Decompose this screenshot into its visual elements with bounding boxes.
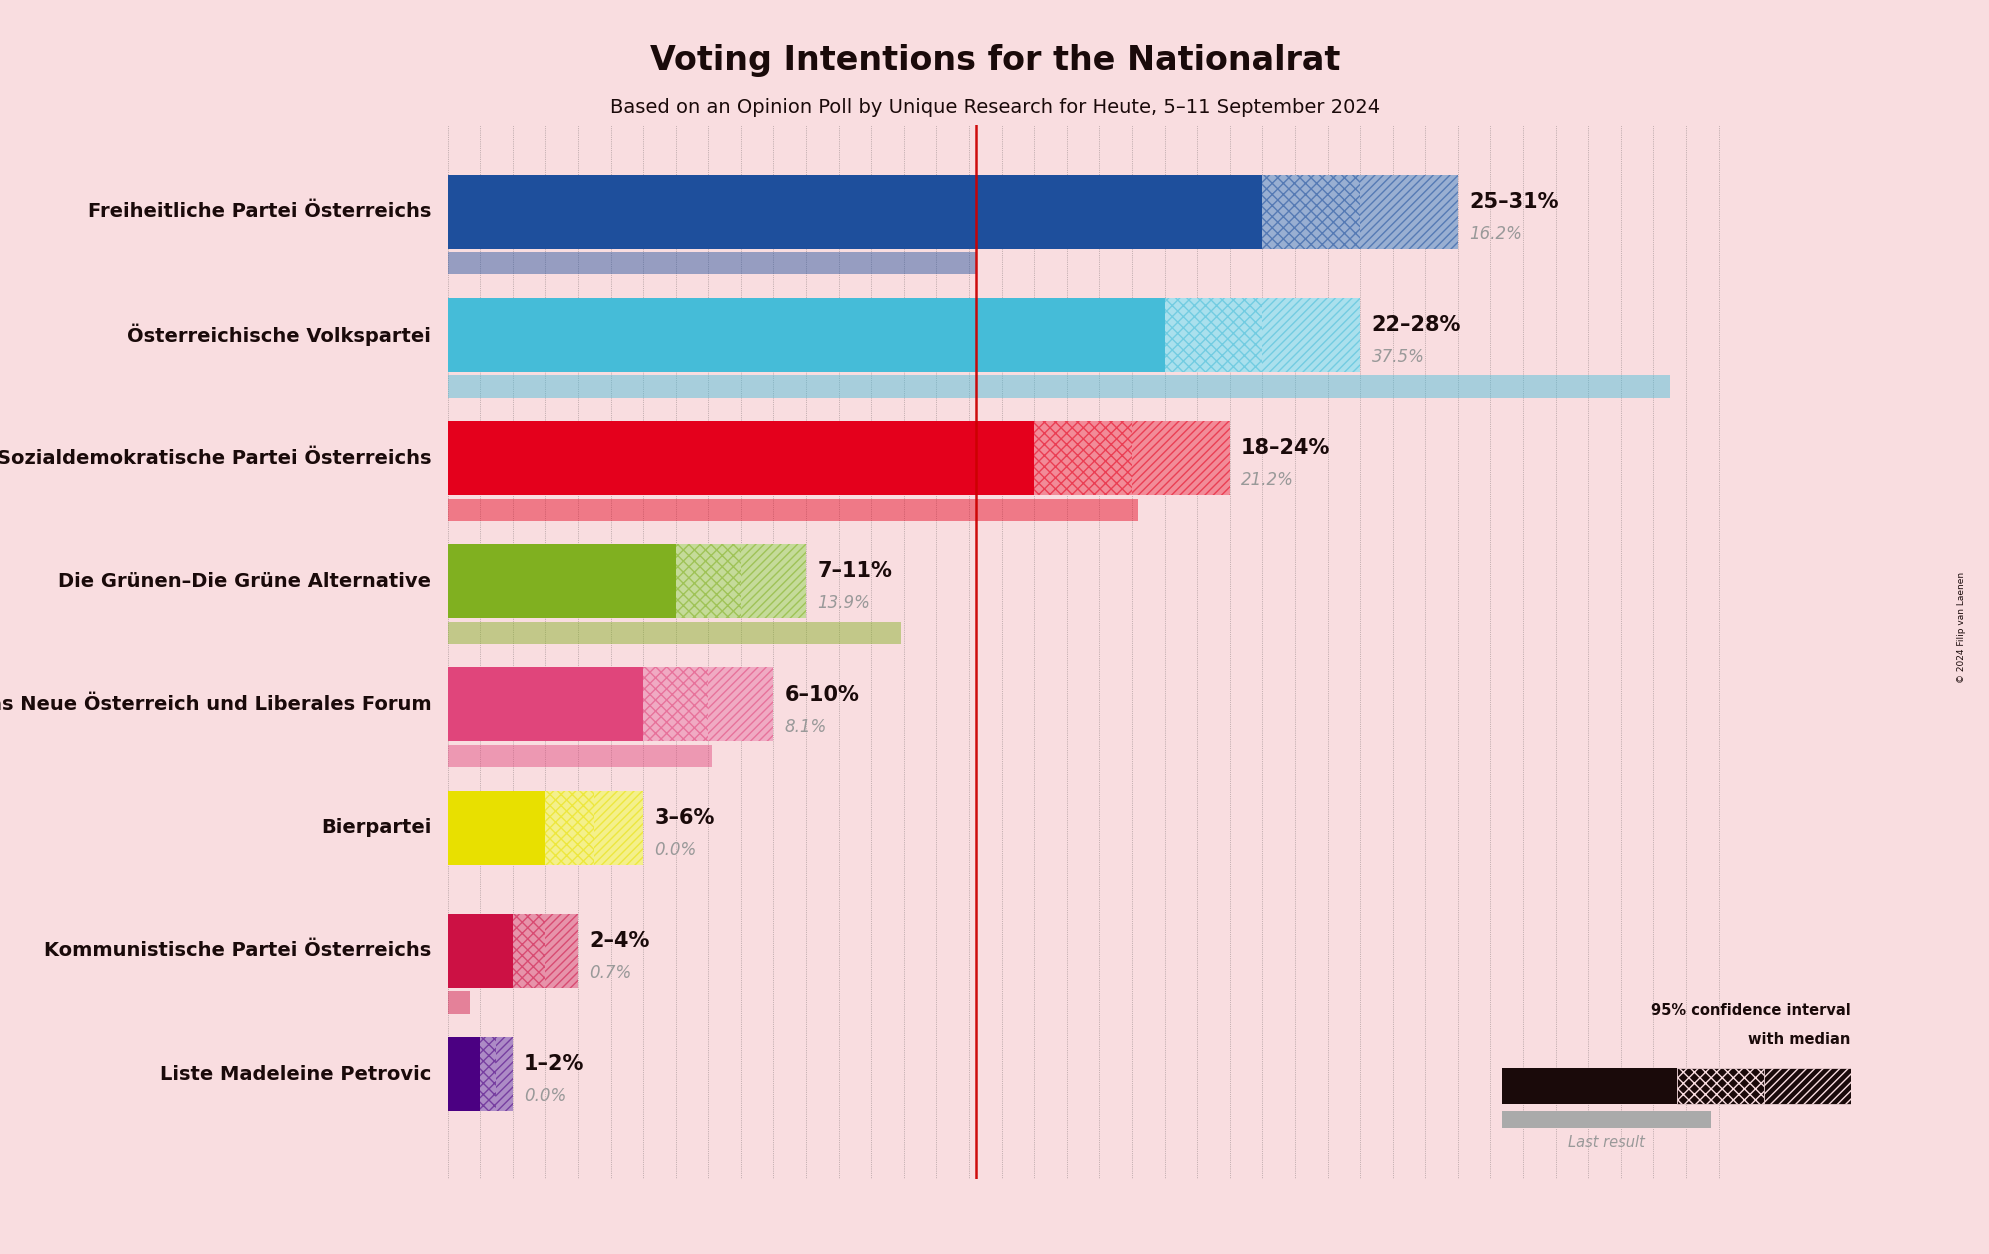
Text: 0.7%: 0.7% <box>589 964 631 982</box>
Text: 95% confidence interval: 95% confidence interval <box>1651 1003 1850 1018</box>
Text: 0.0%: 0.0% <box>523 1087 567 1105</box>
Text: 0.0%: 0.0% <box>654 841 696 859</box>
Bar <box>1502 1111 1711 1129</box>
Bar <box>448 252 975 275</box>
Bar <box>676 544 740 618</box>
Bar <box>448 375 1669 398</box>
Bar <box>1358 174 1458 248</box>
Text: Österreichische Volkspartei: Österreichische Volkspartei <box>127 324 432 346</box>
Bar <box>1132 421 1229 495</box>
Bar <box>448 298 1358 371</box>
Text: 18–24%: 18–24% <box>1241 438 1331 458</box>
Bar <box>448 667 774 741</box>
Bar <box>479 1037 495 1111</box>
Text: 7–11%: 7–11% <box>817 562 891 582</box>
Text: 16.2%: 16.2% <box>1468 224 1522 243</box>
Bar <box>448 544 806 618</box>
FancyBboxPatch shape <box>1762 1068 1850 1104</box>
Bar <box>448 499 1138 520</box>
Text: 21.2%: 21.2% <box>1241 472 1293 489</box>
Text: 8.1%: 8.1% <box>784 717 827 736</box>
Text: Die Grünen–Die Grüne Alternative: Die Grünen–Die Grüne Alternative <box>58 572 432 591</box>
Text: Last result: Last result <box>1567 1135 1645 1150</box>
Text: Liste Madeleine Petrovic: Liste Madeleine Petrovic <box>159 1065 432 1083</box>
Bar <box>1164 298 1261 371</box>
Bar <box>448 421 1229 495</box>
Bar <box>448 745 712 767</box>
Bar <box>1502 1068 1675 1104</box>
Bar <box>448 174 1458 248</box>
Text: Kommunistische Partei Österreichs: Kommunistische Partei Österreichs <box>44 942 432 961</box>
Text: 13.9%: 13.9% <box>817 594 869 612</box>
Bar <box>1034 421 1132 495</box>
Bar <box>708 667 774 741</box>
Bar <box>545 791 595 864</box>
Bar <box>740 544 806 618</box>
Text: Based on an Opinion Poll by Unique Research for Heute, 5–11 September 2024: Based on an Opinion Poll by Unique Resea… <box>611 98 1378 117</box>
Bar <box>448 791 642 864</box>
Bar <box>495 1037 513 1111</box>
Text: © 2024 Filip van Laenen: © 2024 Filip van Laenen <box>1955 572 1965 682</box>
Bar <box>1261 298 1358 371</box>
Text: Freiheitliche Partei Österreichs: Freiheitliche Partei Österreichs <box>88 202 432 221</box>
Text: 6–10%: 6–10% <box>784 685 859 705</box>
Bar <box>595 791 642 864</box>
Bar <box>448 914 577 988</box>
Bar <box>513 914 545 988</box>
FancyBboxPatch shape <box>1675 1068 1762 1104</box>
Text: with median: with median <box>1748 1032 1850 1047</box>
Bar <box>448 992 469 1013</box>
Text: Voting Intentions for the Nationalrat: Voting Intentions for the Nationalrat <box>650 44 1339 76</box>
Text: 25–31%: 25–31% <box>1468 192 1557 212</box>
Text: Sozialdemokratische Partei Österreichs: Sozialdemokratische Partei Österreichs <box>0 449 432 468</box>
Text: 1–2%: 1–2% <box>523 1055 585 1075</box>
Bar <box>448 622 901 645</box>
Text: Bierpartei: Bierpartei <box>320 818 432 838</box>
Text: NEOS–Das Neue Österreich und Liberales Forum: NEOS–Das Neue Österreich und Liberales F… <box>0 695 432 714</box>
Bar <box>642 667 708 741</box>
Bar <box>545 914 577 988</box>
Text: 3–6%: 3–6% <box>654 808 714 828</box>
Text: 37.5%: 37.5% <box>1370 349 1424 366</box>
Bar <box>1261 174 1358 248</box>
Text: 2–4%: 2–4% <box>589 930 648 951</box>
Text: 22–28%: 22–28% <box>1370 315 1460 335</box>
Bar <box>448 1037 513 1111</box>
